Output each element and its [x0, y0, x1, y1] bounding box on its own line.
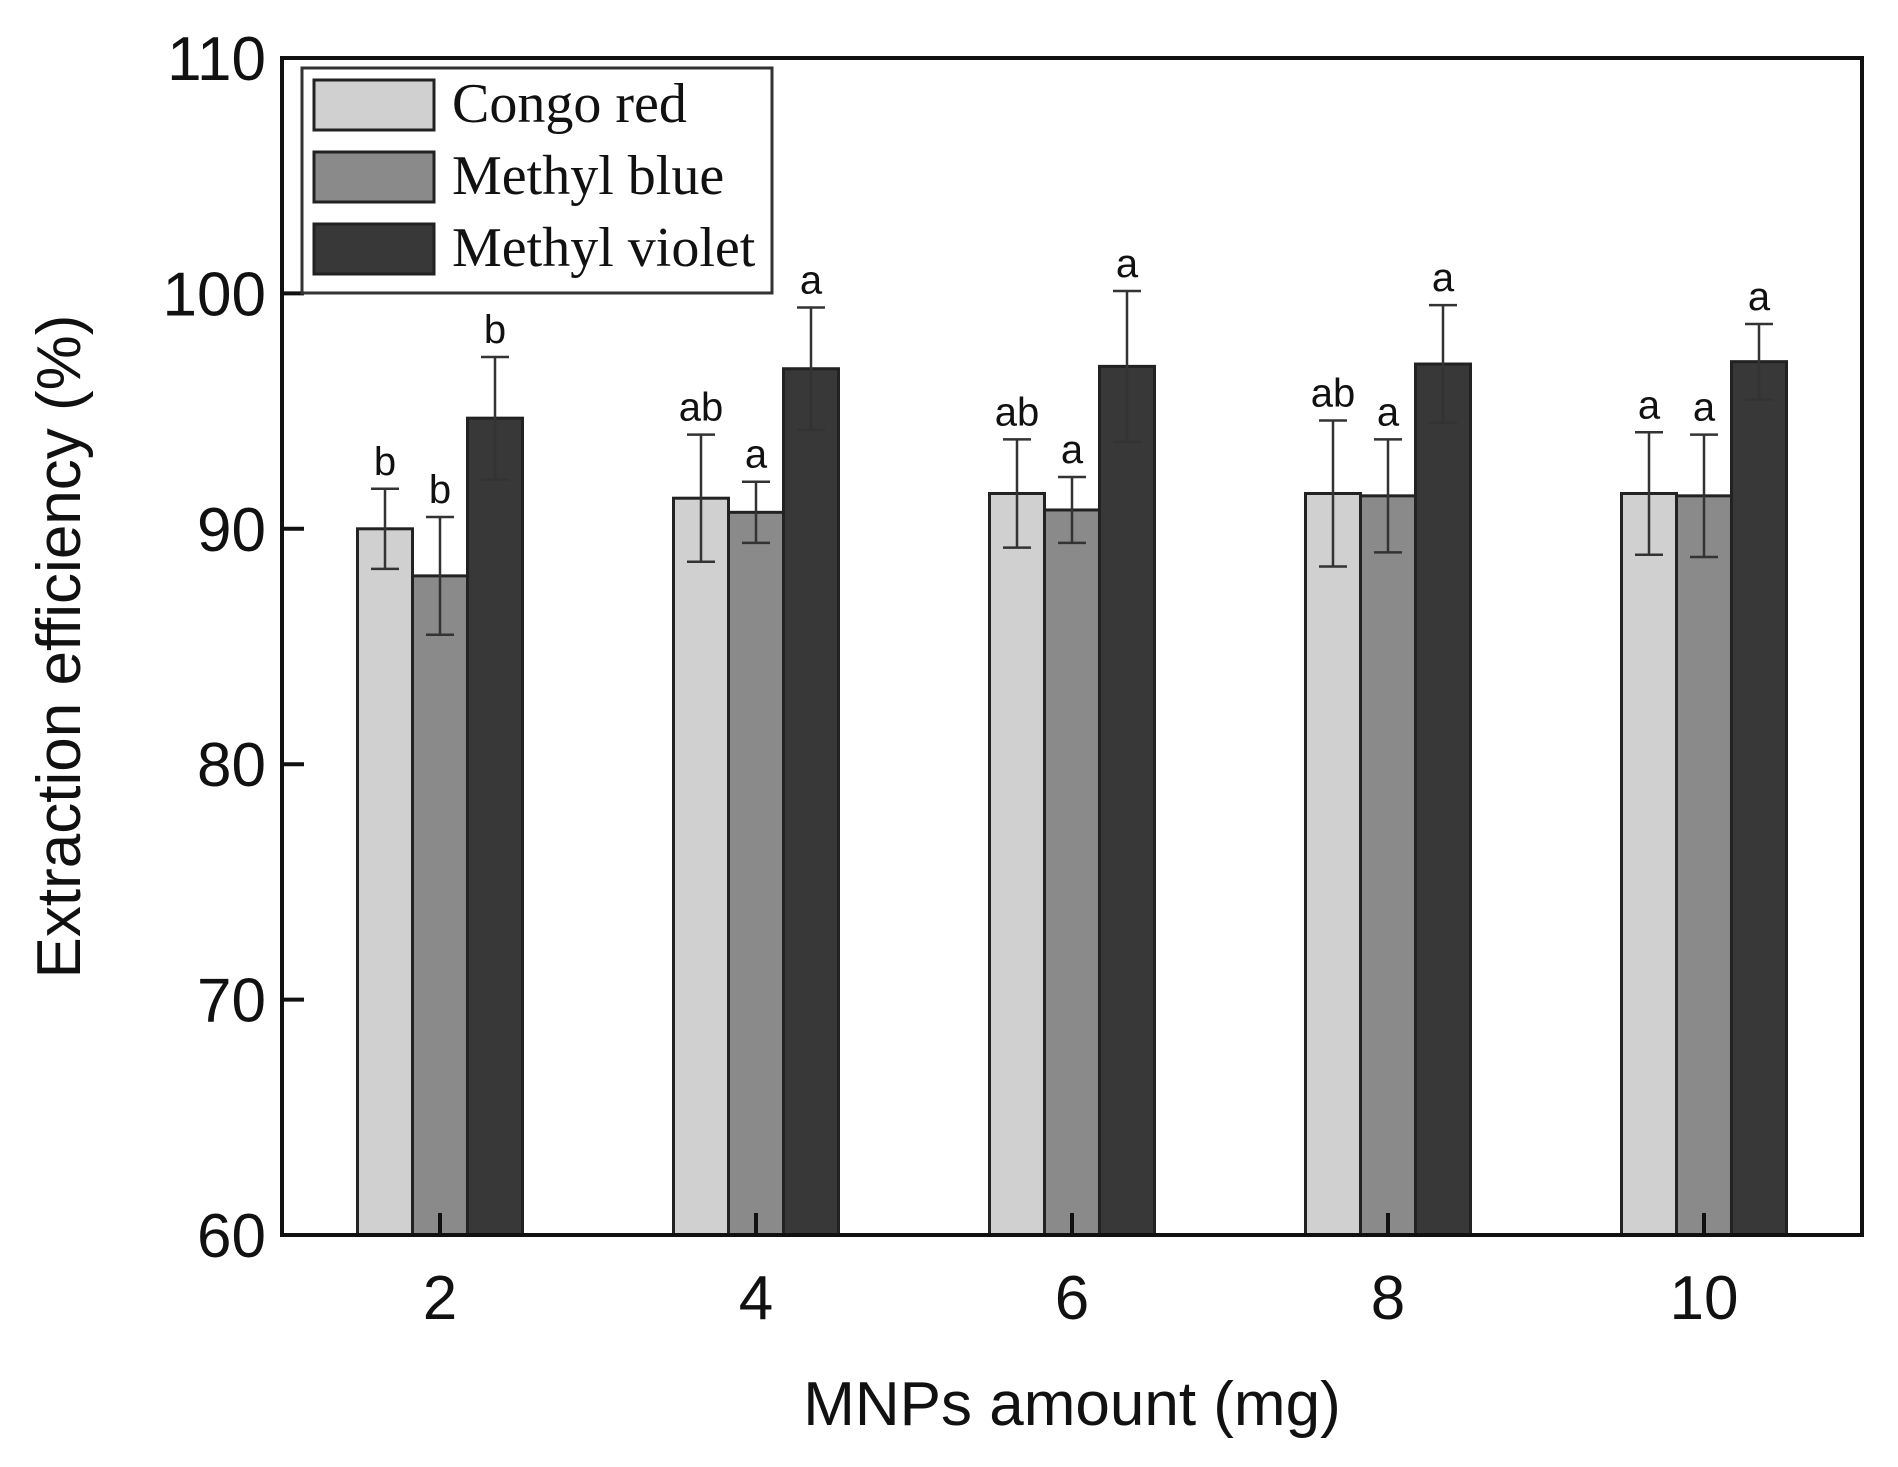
significance-label: b	[484, 308, 506, 352]
x-axis: 2 4 6 8 10	[423, 1213, 1739, 1333]
x-tick-label: 10	[1670, 1264, 1739, 1333]
y-tick-label: 100	[163, 260, 266, 329]
bar	[356, 527, 414, 1237]
significance-label: a	[1061, 428, 1084, 472]
significance-label: a	[1432, 256, 1455, 300]
legend: Congo red Methyl blue Methyl violet	[300, 66, 774, 295]
bar	[411, 574, 469, 1237]
y-axis: 60 70 80 90 100 110	[163, 25, 304, 1271]
significance-label: a	[1638, 383, 1661, 427]
bar	[782, 367, 840, 1237]
significance-label: a	[1377, 390, 1400, 434]
bar	[1043, 508, 1101, 1237]
x-tick-label: 4	[739, 1264, 773, 1333]
significance-label: a	[1748, 275, 1771, 319]
significance-label: b	[429, 468, 451, 512]
x-tick-label: 2	[423, 1264, 457, 1333]
bar	[727, 510, 785, 1237]
legend-label: Methyl blue	[452, 145, 724, 207]
significance-label: b	[374, 440, 396, 484]
bar	[1620, 491, 1678, 1237]
x-tick-label: 8	[1371, 1264, 1405, 1333]
y-tick-label: 70	[197, 967, 266, 1036]
significance-label: a	[1116, 242, 1139, 286]
y-tick-label: 60	[197, 1202, 266, 1271]
error-bars-layer	[371, 289, 1773, 636]
bar	[1098, 364, 1156, 1237]
legend-swatch	[312, 78, 436, 132]
significance-label: ab	[679, 386, 724, 430]
legend-label: Congo red	[452, 73, 687, 135]
legend-label: Methyl violet	[452, 217, 756, 279]
bar	[1359, 494, 1417, 1237]
significance-label: ab	[995, 390, 1040, 434]
y-tick-label: 90	[197, 496, 266, 565]
bar	[1675, 494, 1733, 1237]
x-axis-title: MNPs amount (mg)	[803, 1370, 1340, 1439]
y-axis-title: Extraction efficiency (%)	[25, 315, 94, 979]
bar	[1730, 360, 1788, 1237]
y-tick-label: 110	[167, 25, 266, 94]
bar	[466, 416, 524, 1237]
significance-label: a	[745, 433, 768, 477]
bar	[1304, 491, 1362, 1237]
legend-swatch	[312, 222, 436, 276]
significance-label: a	[1693, 386, 1716, 430]
legend-swatch	[312, 150, 436, 204]
significance-label: ab	[1311, 372, 1356, 416]
y-tick-label: 80	[197, 731, 266, 800]
x-tick-label: 6	[1055, 1264, 1089, 1333]
bar	[1414, 362, 1472, 1237]
bar	[672, 496, 730, 1237]
significance-label: a	[800, 259, 823, 303]
bar	[988, 491, 1046, 1237]
